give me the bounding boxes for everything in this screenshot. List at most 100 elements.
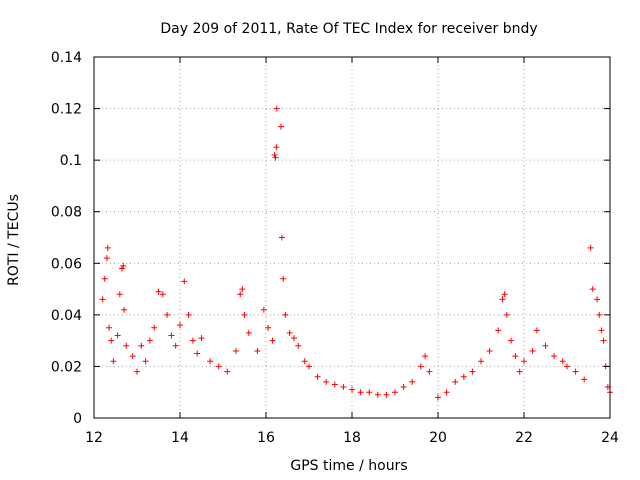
data-point bbox=[460, 373, 467, 380]
data-point bbox=[374, 391, 381, 398]
data-point bbox=[314, 373, 321, 380]
data-point bbox=[207, 358, 214, 365]
x-tick-label: 18 bbox=[343, 430, 361, 446]
data-point bbox=[103, 255, 110, 262]
data-point bbox=[349, 386, 355, 393]
data-point bbox=[123, 342, 130, 349]
x-tick-label: 20 bbox=[429, 430, 447, 446]
data-point bbox=[340, 384, 347, 391]
data-point bbox=[589, 286, 596, 293]
data-point bbox=[194, 350, 201, 357]
data-point bbox=[564, 363, 570, 370]
data-point bbox=[134, 368, 140, 375]
data-point bbox=[383, 391, 390, 398]
data-point bbox=[159, 291, 166, 298]
data-point bbox=[587, 244, 594, 251]
data-point bbox=[116, 291, 123, 298]
x-tick-label: 22 bbox=[515, 430, 533, 446]
data-point bbox=[278, 234, 285, 241]
data-point bbox=[273, 144, 280, 151]
data-point bbox=[129, 353, 136, 360]
data-point bbox=[108, 337, 115, 344]
data-point bbox=[357, 389, 364, 396]
data-point bbox=[120, 262, 127, 269]
data-point bbox=[273, 105, 280, 112]
data-point bbox=[323, 378, 330, 385]
data-point bbox=[478, 358, 484, 365]
data-point bbox=[452, 378, 459, 385]
data-point bbox=[529, 347, 536, 354]
data-point bbox=[508, 337, 515, 344]
data-point bbox=[114, 332, 121, 339]
data-point bbox=[600, 337, 607, 344]
data-point bbox=[301, 358, 308, 365]
data-point bbox=[286, 329, 293, 336]
data-point bbox=[400, 384, 407, 391]
axis-ticks bbox=[93, 56, 611, 419]
x-tick-label: 24 bbox=[601, 430, 619, 446]
data-point bbox=[118, 265, 125, 272]
tick-labels: 12 14 16 18 20 22 24 0 0.02 0.04 0.06 0.08 0.1 0.12 0.… bbox=[51, 50, 619, 446]
x-axis-label: GPS time / hours bbox=[290, 458, 407, 474]
data-point bbox=[271, 151, 278, 158]
data-point bbox=[598, 327, 605, 334]
data-point bbox=[486, 347, 493, 354]
data-point bbox=[168, 332, 175, 339]
data-point bbox=[106, 324, 113, 331]
y-tick-label: 0.12 bbox=[51, 102, 82, 118]
data-point bbox=[422, 353, 429, 360]
data-point bbox=[572, 368, 579, 375]
data-point bbox=[101, 275, 108, 282]
data-point bbox=[164, 311, 171, 318]
data-point bbox=[237, 291, 244, 298]
data-point bbox=[177, 322, 183, 329]
data-point bbox=[581, 376, 588, 383]
data-point bbox=[138, 342, 145, 349]
grid bbox=[94, 57, 610, 418]
data-point bbox=[501, 291, 508, 298]
y-tick-label: 0.06 bbox=[51, 256, 82, 272]
x-tick-label: 12 bbox=[85, 430, 103, 446]
data-point bbox=[272, 154, 279, 161]
data-points bbox=[99, 105, 613, 401]
data-point bbox=[499, 296, 506, 303]
data-point bbox=[172, 342, 179, 349]
data-point bbox=[521, 358, 527, 365]
y-tick-label: 0.1 bbox=[60, 153, 82, 169]
data-point bbox=[265, 324, 272, 331]
data-point bbox=[280, 275, 287, 282]
data-point bbox=[417, 363, 424, 370]
y-tick-label: 0.02 bbox=[51, 359, 82, 375]
data-point bbox=[282, 311, 289, 318]
data-point bbox=[559, 358, 566, 365]
y-axis-label: ROTI / TECUs bbox=[6, 194, 22, 286]
data-point bbox=[181, 278, 188, 285]
y-tick-label: 0 bbox=[73, 411, 82, 427]
data-point bbox=[185, 311, 192, 318]
data-point bbox=[99, 296, 106, 303]
data-point bbox=[121, 306, 128, 313]
data-point bbox=[245, 329, 252, 336]
data-point bbox=[516, 368, 523, 375]
y-tick-label: 0.04 bbox=[51, 308, 82, 324]
data-point bbox=[295, 342, 302, 349]
data-point bbox=[224, 368, 231, 375]
data-point bbox=[596, 311, 603, 318]
data-point bbox=[110, 358, 117, 365]
data-point bbox=[198, 335, 205, 342]
data-point bbox=[426, 368, 433, 375]
data-point bbox=[594, 296, 601, 303]
chart-title: Day 209 of 2011, Rate Of TEC Index for r… bbox=[160, 21, 537, 37]
data-point bbox=[306, 363, 312, 370]
data-point bbox=[254, 347, 261, 354]
data-point bbox=[260, 306, 267, 313]
data-point bbox=[278, 123, 285, 130]
data-point bbox=[155, 288, 162, 295]
data-point bbox=[331, 381, 338, 388]
data-point bbox=[542, 342, 549, 349]
data-point bbox=[104, 244, 111, 251]
data-point bbox=[469, 368, 476, 375]
y-tick-label: 0.08 bbox=[51, 205, 82, 221]
data-point bbox=[241, 311, 248, 318]
